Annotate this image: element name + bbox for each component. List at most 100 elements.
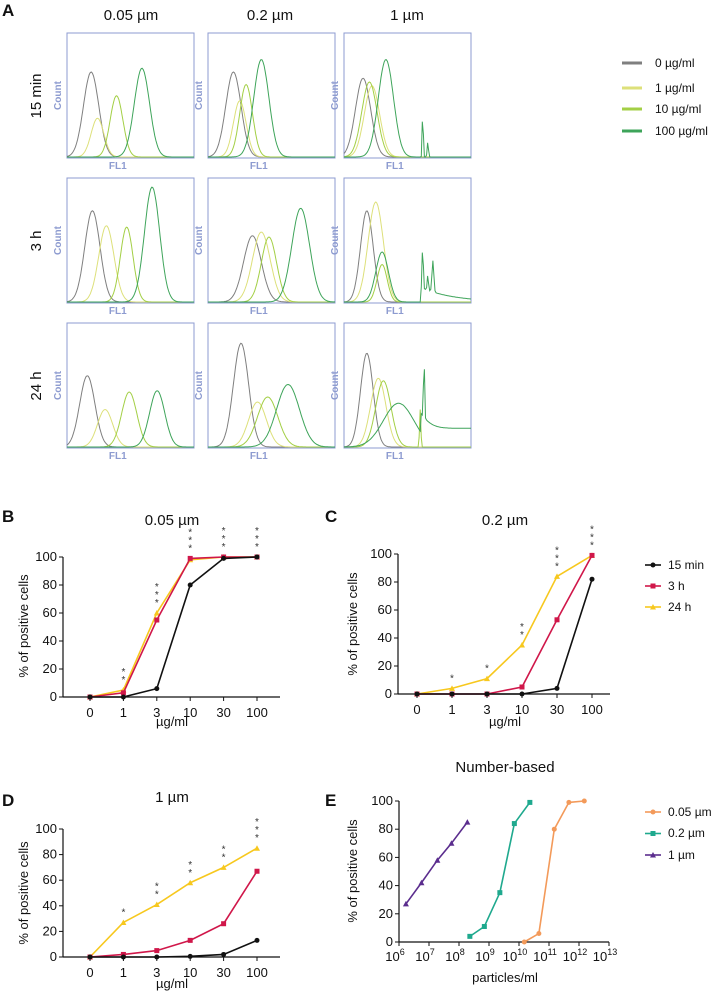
data-point bbox=[221, 921, 227, 927]
histogram-frame bbox=[207, 322, 336, 449]
histogram-curve bbox=[208, 236, 335, 303]
significance-asterisk: * bbox=[255, 833, 259, 844]
histogram-curve bbox=[67, 391, 194, 448]
x-tick-label: 1011 bbox=[533, 947, 557, 964]
histogram-curve bbox=[208, 396, 335, 448]
data-point bbox=[120, 690, 126, 696]
data-point bbox=[566, 799, 572, 805]
histogram-curve bbox=[344, 201, 471, 303]
data-point bbox=[554, 573, 560, 579]
data-point bbox=[467, 933, 473, 939]
legend-label: 15 min bbox=[668, 558, 704, 572]
series-line bbox=[90, 939, 258, 958]
x-tick-label: 30 bbox=[216, 705, 230, 720]
x-tick-exponent: 9 bbox=[490, 947, 495, 957]
y-tick-label: 20 bbox=[43, 923, 57, 938]
data-point bbox=[154, 948, 160, 954]
histogram-curve bbox=[208, 342, 335, 448]
significance-asterisk: * bbox=[590, 540, 594, 551]
significance-asterisk: * bbox=[188, 860, 192, 871]
x-axis-label: FL1 bbox=[386, 306, 404, 317]
histogram-curve bbox=[344, 251, 472, 303]
data-point bbox=[484, 675, 490, 682]
legend-marker bbox=[650, 604, 656, 610]
data-point bbox=[187, 937, 193, 943]
data-point bbox=[497, 890, 503, 896]
data-point bbox=[402, 900, 409, 907]
y-tick-label: 40 bbox=[43, 898, 57, 913]
significance-asterisk: * bbox=[188, 543, 192, 554]
x-tick-label: 0 bbox=[86, 965, 93, 980]
data-point bbox=[120, 951, 126, 957]
data-point bbox=[254, 554, 260, 560]
y-tick-label: 80 bbox=[379, 821, 393, 836]
legend-marker bbox=[650, 562, 656, 568]
data-point bbox=[521, 939, 527, 945]
x-axis-label: FL1 bbox=[250, 451, 268, 462]
data-point bbox=[418, 879, 425, 886]
panel-label-b: B bbox=[2, 507, 14, 526]
data-point bbox=[254, 868, 260, 874]
significance-asterisk: * bbox=[121, 675, 125, 686]
data-point bbox=[120, 694, 126, 700]
row-label: 24 h bbox=[28, 371, 45, 400]
data-point bbox=[154, 686, 160, 692]
legend-label: 0.05 µm bbox=[668, 805, 712, 819]
data-point bbox=[254, 937, 260, 943]
significance-asterisk: * bbox=[155, 582, 159, 593]
y-tick-label: 80 bbox=[43, 847, 57, 862]
data-point bbox=[187, 555, 193, 561]
data-point bbox=[511, 821, 517, 827]
data-point bbox=[87, 694, 93, 700]
histogram-curve bbox=[344, 85, 471, 158]
legend-label: 10 µg/ml bbox=[655, 102, 701, 116]
data-point bbox=[449, 685, 455, 691]
significance-asterisk: * bbox=[450, 673, 454, 684]
data-point bbox=[519, 684, 525, 690]
y-tick-label: 60 bbox=[378, 602, 392, 617]
y-axis-label: % of positive cells bbox=[345, 572, 360, 676]
histogram-frame bbox=[343, 322, 472, 449]
y-tick-label: 0 bbox=[386, 934, 393, 949]
significance-asterisk: * bbox=[222, 542, 226, 553]
legend-c: 15 min 3 h 24 h bbox=[668, 558, 704, 614]
y-axis-label: Count bbox=[330, 370, 341, 400]
histogram-curve bbox=[208, 231, 335, 303]
significance-asterisk: * bbox=[590, 532, 594, 543]
data-point bbox=[551, 826, 557, 832]
data-point bbox=[187, 879, 194, 886]
y-tick-label: 0 bbox=[385, 686, 392, 701]
series-line bbox=[523, 800, 585, 943]
data-point bbox=[589, 576, 595, 582]
data-point bbox=[220, 864, 227, 870]
series-line bbox=[90, 556, 258, 698]
significance-asterisk: * bbox=[188, 527, 192, 538]
significance-asterisk: * bbox=[255, 542, 259, 553]
y-tick-label: 0 bbox=[50, 949, 57, 964]
legend-marker bbox=[650, 831, 656, 836]
histogram-curve bbox=[344, 369, 471, 448]
data-point bbox=[481, 923, 487, 929]
x-tick-label: 3 bbox=[483, 702, 490, 717]
x-axis-label: µg/ml bbox=[489, 714, 521, 729]
x-tick-label: 1010 bbox=[503, 947, 527, 964]
data-point bbox=[254, 845, 260, 851]
x-tick-label: 1013 bbox=[593, 947, 617, 964]
data-point bbox=[187, 582, 193, 588]
legend-label: 24 h bbox=[668, 600, 691, 614]
x-axis-label: µg/ml bbox=[156, 976, 188, 991]
significance-asterisk: * bbox=[222, 534, 226, 545]
x-tick-label: 109 bbox=[475, 947, 494, 964]
significance-asterisk: * bbox=[555, 561, 559, 572]
histogram-curve bbox=[343, 210, 471, 303]
y-axis-label: Count bbox=[330, 80, 341, 110]
x-tick-label: 1 bbox=[448, 702, 455, 717]
panel-label-a: A bbox=[2, 1, 14, 20]
x-tick-label: 10 bbox=[183, 705, 197, 720]
y-tick-label: 100 bbox=[35, 821, 57, 836]
y-tick-label: 60 bbox=[379, 849, 393, 864]
y-axis-label: Count bbox=[53, 370, 64, 400]
panel-label-d: D bbox=[2, 791, 14, 810]
y-tick-label: 20 bbox=[43, 661, 57, 676]
y-tick-label: 80 bbox=[378, 574, 392, 589]
